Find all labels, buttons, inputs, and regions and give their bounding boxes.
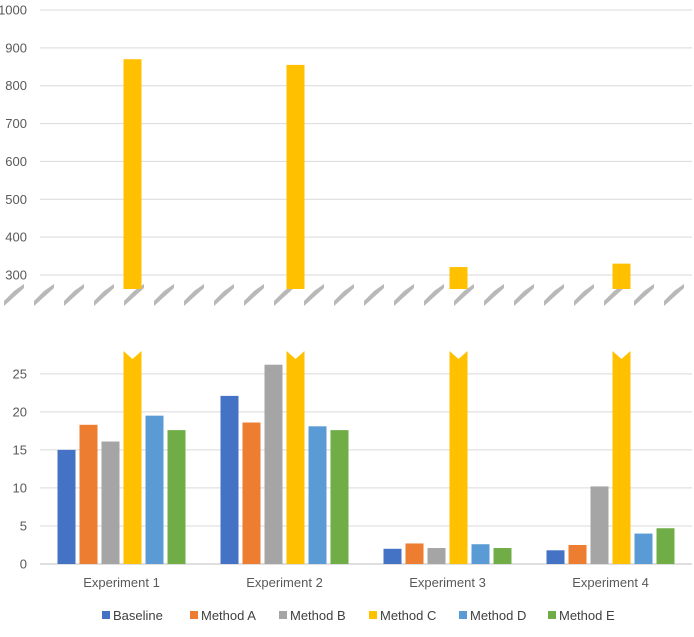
legend-swatch <box>190 611 198 619</box>
axis-break-mark <box>184 284 204 306</box>
category-label: Experiment 2 <box>246 575 323 590</box>
lower-tick-label: 10 <box>13 480 27 495</box>
bar <box>145 415 164 564</box>
axis-break-mark <box>304 284 324 306</box>
legend-swatch <box>279 611 287 619</box>
upper-tick-label: 600 <box>5 154 27 169</box>
bar <box>220 395 239 564</box>
bar <box>634 533 653 564</box>
bar-upper-segment <box>612 263 631 289</box>
legend-swatch <box>459 611 467 619</box>
lower-tick-label: 0 <box>20 557 27 572</box>
legend-swatch <box>102 611 110 619</box>
bar <box>242 422 261 564</box>
legend-label: Baseline <box>113 608 163 623</box>
upper-tick-label: 300 <box>5 268 27 283</box>
axis-break-mark <box>544 284 564 306</box>
upper-tick-label: 700 <box>5 116 27 131</box>
axis-break-mark <box>664 284 684 306</box>
axis-break-mark <box>514 284 534 306</box>
legend-swatch <box>548 611 556 619</box>
bar-upper-segment <box>286 64 305 290</box>
bar <box>568 544 587 564</box>
axis-break-mark <box>424 284 444 306</box>
lower-tick-label: 15 <box>13 442 27 457</box>
axis-break-mark <box>124 284 144 306</box>
lower-tick-label: 25 <box>13 366 27 381</box>
axis-break-mark <box>604 284 624 306</box>
axis-break-mark <box>154 284 174 306</box>
legend-swatch <box>369 611 377 619</box>
legend-label: Method E <box>559 608 615 623</box>
bar-lower-segment <box>123 351 142 564</box>
axis-break-mark <box>484 284 504 306</box>
axis-break-mark <box>4 284 24 306</box>
axis-break-mark <box>364 284 384 306</box>
upper-tick-label: 800 <box>5 78 27 93</box>
bar <box>264 364 283 564</box>
bar <box>590 486 609 564</box>
legend-label: Method D <box>470 608 526 623</box>
bar <box>656 528 675 564</box>
bar <box>405 543 424 564</box>
upper-tick-label: 400 <box>5 230 27 245</box>
bar <box>427 548 446 564</box>
upper-tick-label: 900 <box>5 40 27 55</box>
bar <box>471 544 490 564</box>
legend-label: Method C <box>380 608 436 623</box>
legend-label: Method A <box>201 608 256 623</box>
lower-tick-label: 20 <box>13 404 27 419</box>
bar <box>57 449 76 564</box>
bar <box>383 548 402 564</box>
bar <box>308 426 327 564</box>
upper-tick-label: 500 <box>5 192 27 207</box>
bar-lower-segment <box>612 351 631 564</box>
bar <box>167 430 186 564</box>
axis-break-mark <box>574 284 594 306</box>
legend-label: Method B <box>290 608 346 623</box>
axis-break-mark <box>634 284 654 306</box>
category-label: Experiment 3 <box>409 575 486 590</box>
bar <box>101 441 120 564</box>
bar-lower-segment <box>449 351 468 564</box>
bar <box>330 430 349 564</box>
bar-upper-segment <box>449 267 468 289</box>
axis-break-mark <box>94 284 114 306</box>
axis-break-mark <box>334 284 354 306</box>
bar-upper-segment <box>123 59 142 289</box>
axis-break-mark <box>34 284 54 306</box>
axis-break-mark <box>454 284 474 306</box>
bar <box>79 424 98 564</box>
axis-break-mark <box>64 284 84 306</box>
bar <box>546 550 565 564</box>
axis-break-mark <box>244 284 264 306</box>
axis-break-mark <box>394 284 414 306</box>
axis-break-mark <box>214 284 234 306</box>
bar-lower-segment <box>286 351 305 564</box>
bar <box>493 548 512 564</box>
upper-tick-label: 1000 <box>0 3 27 18</box>
category-label: Experiment 4 <box>572 575 649 590</box>
category-label: Experiment 1 <box>83 575 160 590</box>
axis-break-mark <box>274 284 294 306</box>
lower-tick-label: 5 <box>20 518 27 533</box>
